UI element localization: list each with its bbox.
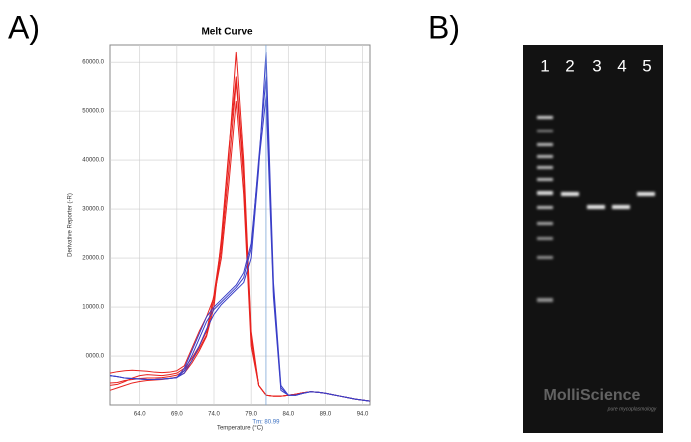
watermark-tagline: pure mycoplasmology (607, 406, 657, 412)
x-tick-label: 69.0 (171, 412, 183, 418)
ladder-band (537, 155, 553, 158)
y-tick-label: 50000.0 (82, 109, 104, 115)
y-tick-label: 60000.0 (82, 60, 104, 66)
panel-label: A) (8, 9, 40, 45)
bands (537, 116, 655, 302)
tm-label: Tm: 80.99 (252, 420, 280, 426)
sample-band (612, 205, 630, 209)
lane-label: 2 (565, 56, 574, 75)
ladder-band (537, 298, 553, 302)
ladder-band (537, 166, 553, 169)
ladder-band (537, 222, 553, 225)
x-axis-title: Temperature (°C) (217, 426, 263, 432)
chart-title: Melt Curve (201, 27, 253, 38)
ladder-band (537, 206, 553, 209)
melt-chart: Melt Curve Temperature (°C) Derivative R… (68, 27, 371, 432)
ladder-band (537, 256, 553, 259)
lane-label: 3 (592, 56, 601, 75)
sample-band (637, 192, 655, 196)
melt-curve (109, 95, 371, 402)
panel-label: B) (428, 9, 460, 45)
ladder-band (537, 191, 553, 195)
x-tick-label: 74.0 (208, 412, 220, 418)
sample-band (561, 192, 579, 196)
y-tick-label: 10000.0 (82, 305, 104, 311)
y-tick-label: 0000.0 (86, 354, 105, 360)
lane-label: 1 (540, 56, 549, 75)
y-tick-label: 30000.0 (82, 207, 104, 213)
x-tick-label: 79.0 (245, 412, 257, 418)
ladder-band (537, 116, 553, 119)
x-tick-label: 94.0 (357, 412, 369, 418)
x-tick-label: 84.0 (282, 412, 294, 418)
ladder-band (537, 130, 553, 132)
lane-label: 4 (617, 56, 626, 75)
watermark: MolliScience (544, 387, 641, 404)
y-axis-title: Derivative Reporter (-R) (68, 193, 74, 257)
lane-label: 5 (642, 56, 651, 75)
ladder-band (537, 178, 553, 181)
ladder-band (537, 143, 553, 146)
x-tick-label: 64.0 (134, 412, 146, 418)
y-tick-label: 20000.0 (82, 256, 104, 262)
ladder-band (537, 237, 553, 240)
y-tick-label: 40000.0 (82, 158, 104, 164)
sample-band (587, 205, 605, 209)
x-tick-label: 89.0 (320, 412, 332, 418)
